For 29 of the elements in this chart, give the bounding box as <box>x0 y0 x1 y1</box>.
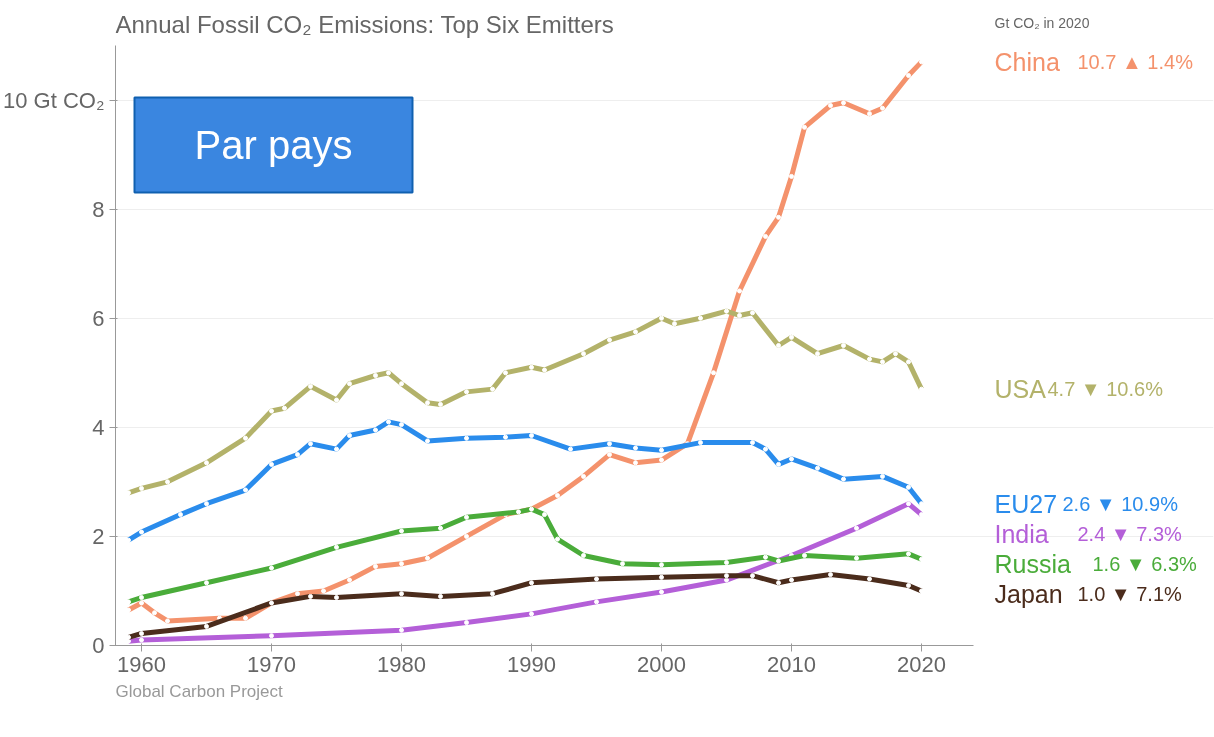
x-tick-label: 1960 <box>117 651 166 677</box>
x-tick-label: 2010 <box>767 651 816 677</box>
y-tick-label: 8 <box>92 196 105 222</box>
y-tick-label: 4 <box>92 414 105 440</box>
text: 10.7 ▲ 1.4% <box>1077 50 1194 73</box>
y-tick-label: 0 <box>92 633 105 658</box>
x-tick-label: 2020 <box>897 651 946 677</box>
text: 2.4 ▼ 7.3% <box>1077 522 1183 545</box>
text: USA <box>994 375 1047 404</box>
text: 4.7 ▼ 10.6% <box>1047 378 1164 401</box>
text: 1.6 ▼ 6.3% <box>1092 552 1198 575</box>
text: Global Carbon Project <box>115 681 284 701</box>
x-tick-label: 1970 <box>247 651 296 677</box>
text: 1.0 ▼ 7.1% <box>1077 582 1183 605</box>
text: Japan <box>994 579 1063 608</box>
annotation: Par pays <box>194 123 353 167</box>
x-tick-label: 1990 <box>507 651 556 677</box>
y-tick-label: 2 <box>92 523 105 549</box>
y-tick-label: 6 <box>92 305 105 331</box>
x-tick-label: 1980 <box>377 651 426 677</box>
x-tick-label: 2000 <box>637 651 686 677</box>
chart-title: Annual Fossil CO₂ Emissions: Top Six Emitters <box>115 11 614 38</box>
text: Russia <box>994 549 1072 578</box>
text: EU27 <box>994 489 1058 518</box>
text: China <box>994 47 1060 76</box>
y-tick-label: 10 Gt CO₂ <box>3 87 105 113</box>
text: 2.6 ▼ 10.9% <box>1062 492 1179 515</box>
text: India <box>994 519 1049 548</box>
text: Gt CO₂ in 2020 <box>994 14 1090 31</box>
